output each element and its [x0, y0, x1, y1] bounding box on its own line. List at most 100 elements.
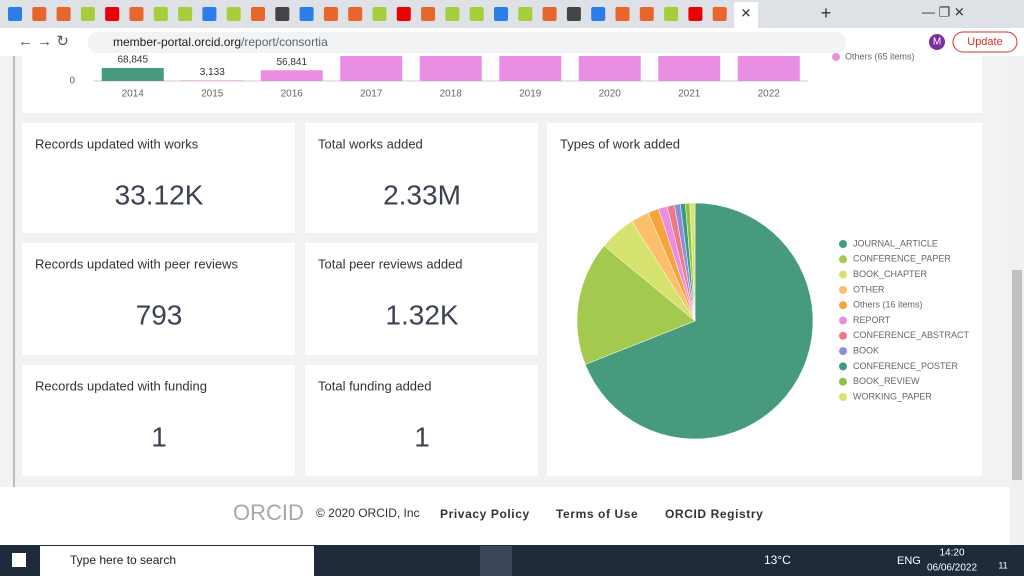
value-label: 68,845: [117, 55, 148, 66]
tab-icon: [323, 7, 338, 21]
legend-swatch: [839, 331, 847, 340]
tab-icon: [421, 7, 436, 21]
tab-icon: [56, 7, 71, 21]
stat-value: 33.12K: [115, 179, 204, 210]
tab-icon: [518, 7, 533, 21]
clock-time: 14:20: [939, 548, 964, 559]
bar: [737, 56, 800, 81]
legend-label: JOURNAL_ARTICLE: [853, 238, 938, 248]
pie-slice: [576, 245, 696, 365]
footer-link[interactable]: Privacy Policy: [440, 507, 530, 521]
tab-icon: [348, 7, 363, 21]
tab-strip: [0, 0, 1024, 28]
stat-value: 793: [136, 299, 183, 330]
x-tick-label: 2015: [201, 89, 224, 100]
tab-icon: [445, 7, 460, 21]
update-button[interactable]: [952, 31, 1018, 53]
tab-icon: [153, 7, 168, 21]
copyright: © 2020 ORCID, Inc: [316, 506, 420, 520]
stat-title: Records updated with peer reviews: [35, 256, 239, 271]
footer-link[interactable]: ORCID Registry: [665, 507, 763, 521]
stat-title: Total works added: [318, 136, 423, 151]
tab-icon: [494, 7, 508, 21]
tab-icon: [226, 7, 241, 21]
tab-icon: [591, 7, 606, 21]
x-tick-label: 2014: [122, 89, 145, 100]
close-tab[interactable]: ✕: [741, 5, 752, 20]
stat-value: 2.33M: [383, 179, 461, 210]
address-bar[interactable]: [88, 32, 846, 53]
profile-initial: M: [933, 37, 941, 48]
tab-icon: [202, 7, 217, 21]
value-label: 56,841: [276, 57, 307, 68]
cards: Records updated with works 33.12K Total wo…: [22, 123, 538, 476]
tab-icon: [299, 7, 314, 21]
stat-title: Records updated with works: [35, 136, 199, 151]
bar: [181, 80, 244, 81]
legend-swatch: [839, 270, 847, 279]
tab-icon: [566, 7, 581, 21]
legend-swatch: [839, 301, 847, 310]
start-button[interactable]: [12, 553, 26, 567]
stat-card: [22, 123, 295, 233]
bar: [419, 56, 482, 81]
legend-swatch: [839, 285, 847, 294]
tab-icon: [105, 7, 120, 21]
legend-label: CONFERENCE_ABSTRACT: [853, 330, 970, 340]
top-chart: 0 2014 68,845 2015 3,133 2016 56,841 2017 2018 20…: [69, 51, 914, 99]
x-tick-label: 2022: [758, 89, 781, 100]
stat-value: 1: [414, 421, 430, 452]
x-tick-label: 2017: [360, 89, 383, 100]
clock-date: 06/06/2022: [927, 563, 977, 574]
bar: [499, 56, 562, 81]
tab-icon: [32, 7, 47, 21]
tab-icon: [542, 7, 557, 21]
legend-label: BOOK: [853, 345, 879, 355]
legend-label: OTHER: [853, 284, 885, 294]
tab-icon: [469, 7, 484, 21]
profile[interactable]: [929, 34, 945, 50]
window-controls[interactable]: — ❐ ✕: [922, 4, 965, 19]
tab-icon: [615, 7, 630, 21]
bar: [101, 68, 164, 81]
bar: [260, 70, 323, 81]
nav-buttons[interactable]: ← → ↻: [18, 33, 69, 50]
legend-swatch: [832, 53, 840, 61]
x-tick-label: 2020: [599, 89, 622, 100]
legend-label: BOOK_REVIEW: [853, 376, 920, 386]
legend-label: Others (65 items): [845, 51, 915, 61]
value-label: 3,133: [200, 67, 225, 78]
scroll-thumb[interactable]: [1012, 270, 1022, 480]
legend-label: WORKING_PAPER: [853, 391, 932, 401]
x-tick-label: 2016: [281, 89, 304, 100]
legend-label: CONFERENCE_PAPER: [853, 254, 951, 264]
footer-link[interactable]: Terms of Use: [556, 507, 638, 521]
tab-icon: [688, 7, 703, 21]
stat-title: Total peer reviews added: [318, 256, 463, 271]
temperature: 13°C: [764, 553, 791, 567]
x-tick-label: 2019: [519, 89, 542, 100]
notification-count[interactable]: 11: [998, 560, 1007, 570]
bar: [578, 56, 641, 81]
tab-icon: [712, 7, 727, 21]
taskbar-app[interactable]: [480, 546, 512, 576]
pie-chart: JOURNAL_ARTICLE CONFERENCE_PAPER BOOK_CHAP…: [576, 202, 970, 440]
new-tab[interactable]: +: [821, 3, 832, 23]
url: member-portal.orcid.org/report/consortia: [113, 35, 328, 49]
stat-card: [305, 365, 538, 476]
active-tab[interactable]: [734, 2, 758, 28]
search-placeholder: Type here to search: [70, 553, 176, 567]
legend-label: BOOK_CHAPTER: [853, 269, 928, 279]
tab-icon: [251, 7, 265, 21]
legend-swatch: [839, 393, 847, 401]
language: ENG: [897, 555, 921, 567]
url-path: /report/consortia: [241, 35, 328, 49]
stat-value: 1: [151, 421, 167, 452]
pie-slice: [689, 202, 696, 322]
footer: [0, 487, 1010, 545]
stat-card: [305, 123, 538, 233]
search-box[interactable]: [40, 546, 314, 576]
legend-swatch: [839, 377, 847, 386]
legend-swatch: [839, 362, 847, 371]
